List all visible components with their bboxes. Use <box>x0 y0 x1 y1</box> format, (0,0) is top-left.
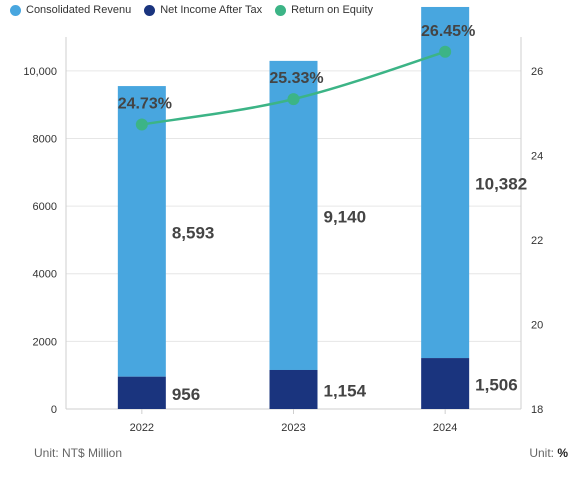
data-label-roe: 24.73% <box>118 96 172 113</box>
roe-point <box>287 93 300 106</box>
y-right-tick-label: 18 <box>531 404 543 416</box>
legend-item-net-income[interactable]: Net Income After Tax <box>144 4 262 16</box>
y-right-tick-label: 20 <box>531 319 543 331</box>
right-unit-prefix: Unit: <box>529 446 558 460</box>
data-label-revenue: 8,593 <box>172 223 215 242</box>
legend-item-roe[interactable]: Return on Equity <box>275 4 373 16</box>
data-label-net-income: 956 <box>172 385 200 404</box>
left-unit-label: Unit: NT$ Million <box>34 446 123 460</box>
right-unit-value: % <box>557 446 568 460</box>
bar-net-income <box>269 369 318 409</box>
roe-point <box>439 45 452 58</box>
y-right-tick-label: 22 <box>531 235 543 247</box>
bar-revenue <box>117 86 166 377</box>
y-right-tick-label: 24 <box>531 150 543 162</box>
x-tick-label: 2023 <box>281 422 305 434</box>
chart-legend: Consolidated Revenu Net Income After Tax… <box>10 2 386 18</box>
right-unit-label: Unit: % <box>529 446 568 460</box>
y-right-tick-label: 26 <box>531 66 543 78</box>
bar-net-income <box>421 358 470 409</box>
legend-item-revenue[interactable]: Consolidated Revenu <box>10 4 131 16</box>
y-left-tick-label: 10,000 <box>23 66 57 78</box>
data-label-roe: 25.33% <box>269 70 323 87</box>
legend-swatch-revenue <box>10 4 21 16</box>
data-label-net-income: 1,506 <box>475 376 518 395</box>
bar-revenue <box>269 60 318 370</box>
x-tick-label: 2022 <box>130 422 154 434</box>
data-label-net-income: 1,154 <box>324 381 367 400</box>
bar-revenue <box>421 6 470 359</box>
y-left-tick-label: 0 <box>51 404 57 416</box>
legend-swatch-net-income <box>144 4 156 16</box>
y-left-tick-label: 4000 <box>33 269 57 281</box>
data-label-roe: 26.45% <box>421 23 475 40</box>
bar-net-income <box>117 376 166 409</box>
x-tick-label: 2024 <box>433 422 457 434</box>
data-label-revenue: 10,382 <box>475 175 527 194</box>
y-left-tick-label: 6000 <box>33 201 57 213</box>
roe-point <box>135 118 148 131</box>
y-left-tick-label: 2000 <box>33 336 57 348</box>
legend-swatch-roe <box>275 4 287 16</box>
legend-label-net-income: Net Income After Tax <box>160 4 263 16</box>
legend-label-revenue: Consolidated Revenu <box>26 4 132 16</box>
data-label-revenue: 9,140 <box>324 207 367 226</box>
y-left-tick-label: 8000 <box>33 133 57 145</box>
legend-label-roe: Return on Equity <box>291 4 374 16</box>
